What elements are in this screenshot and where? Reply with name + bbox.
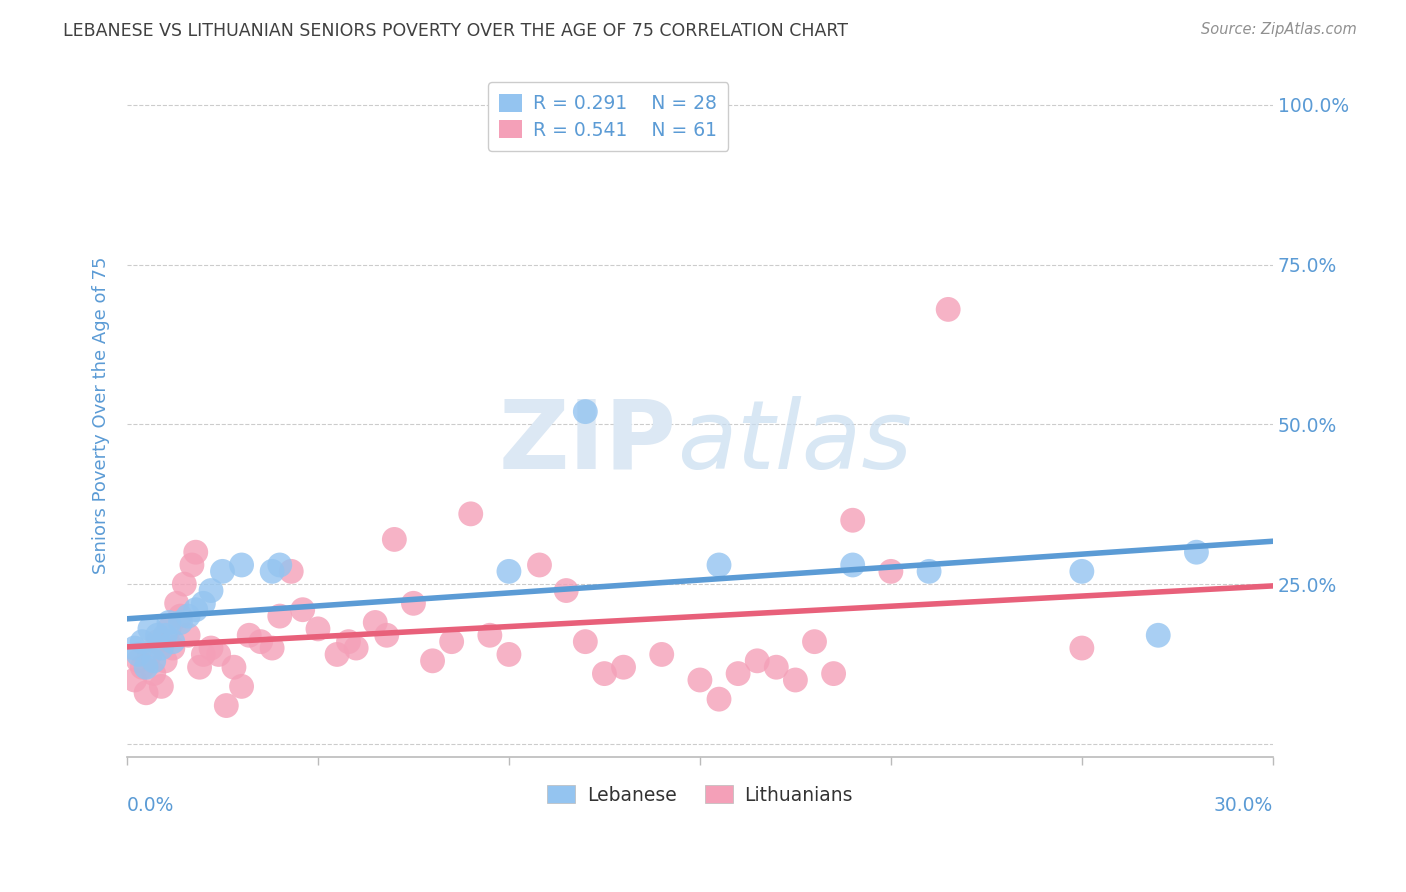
Text: LEBANESE VS LITHUANIAN SENIORS POVERTY OVER THE AGE OF 75 CORRELATION CHART: LEBANESE VS LITHUANIAN SENIORS POVERTY O… [63,22,848,40]
Point [785,673,807,687]
Point [200,641,222,656]
Point [177,628,200,642]
Point [150,641,173,656]
Point [249,634,271,648]
Point [765,660,787,674]
Point [880,565,903,579]
Point [193,596,215,610]
Point [337,634,360,648]
Point [803,634,825,648]
Point [157,622,180,636]
Point [498,648,520,662]
Point [127,654,149,668]
Point [231,558,253,572]
Point [188,660,211,674]
Point [173,577,195,591]
Point [169,609,191,624]
Point [841,558,863,572]
Point [555,583,578,598]
Point [707,692,730,706]
Point [157,615,180,630]
Point [146,628,169,642]
Point [162,641,184,656]
Point [142,654,165,668]
Point [574,404,596,418]
Point [153,628,176,642]
Point [193,648,215,662]
Point [169,615,191,630]
Point [139,622,162,636]
Point [382,533,405,547]
Point [184,545,207,559]
Point [166,596,188,610]
Point [127,648,149,662]
Point [689,673,711,687]
Point [131,634,153,648]
Point [498,565,520,579]
Point [215,698,238,713]
Point [177,609,200,624]
Point [918,565,941,579]
Point [262,641,284,656]
Point [135,660,157,674]
Point [936,302,959,317]
Point [651,648,673,662]
Point [124,641,146,656]
Point [269,558,291,572]
Point [440,634,463,648]
Point [460,507,482,521]
Point [222,660,245,674]
Point [238,628,260,642]
Point [707,558,730,572]
Point [422,654,444,668]
Point [364,615,387,630]
Point [135,686,157,700]
Point [181,558,204,572]
Point [231,679,253,693]
Point [211,565,233,579]
Point [747,654,769,668]
Text: atlas: atlas [678,396,912,489]
Point [269,609,291,624]
Point [150,679,173,693]
Point [139,648,162,662]
Point [153,654,176,668]
Point [1185,545,1208,559]
Point [574,634,596,648]
Point [124,673,146,687]
Point [727,666,749,681]
Text: 30.0%: 30.0% [1213,796,1272,814]
Point [131,660,153,674]
Point [326,648,349,662]
Point [823,666,845,681]
Y-axis label: Seniors Poverty Over the Age of 75: Seniors Poverty Over the Age of 75 [93,256,110,574]
Point [402,596,425,610]
Text: Source: ZipAtlas.com: Source: ZipAtlas.com [1201,22,1357,37]
Point [280,565,302,579]
Point [1147,628,1170,642]
Point [291,603,314,617]
Text: 0.0%: 0.0% [127,796,174,814]
Point [478,628,501,642]
Point [529,558,551,572]
Point [142,666,165,681]
Point [200,583,222,598]
Text: ZIP: ZIP [499,396,678,489]
Point [1070,641,1092,656]
Point [208,648,231,662]
Point [184,603,207,617]
Point [375,628,398,642]
Point [307,622,329,636]
Point [262,565,284,579]
Point [1070,565,1092,579]
Point [593,666,616,681]
Point [612,660,634,674]
Point [841,513,863,527]
Legend: Lebanese, Lithuanians: Lebanese, Lithuanians [540,778,860,813]
Point [146,634,169,648]
Point [162,634,184,648]
Point [344,641,367,656]
